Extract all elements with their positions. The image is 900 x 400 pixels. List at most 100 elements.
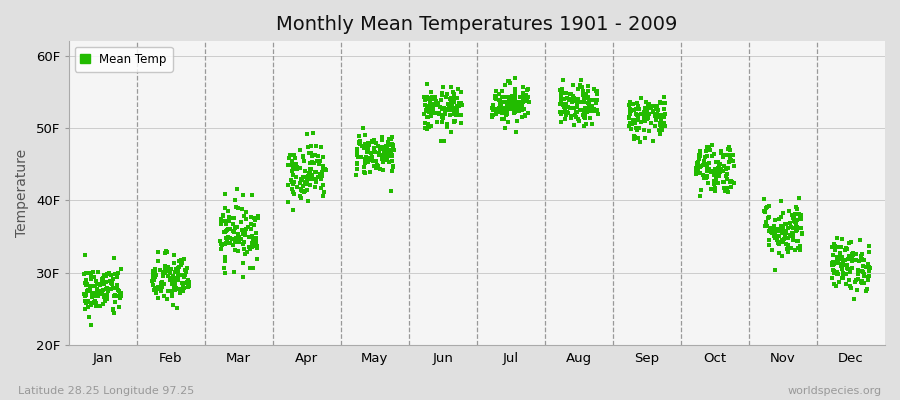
Point: [232, 239, 247, 245]
Point: [231, 248, 246, 254]
Point: [836, 270, 850, 276]
Point: [648, 113, 662, 119]
Point: [161, 288, 176, 294]
Point: [645, 138, 660, 145]
Point: [232, 236, 247, 242]
Point: [652, 127, 666, 134]
Point: [708, 167, 723, 174]
Point: [88, 293, 103, 299]
Point: [509, 99, 524, 105]
Point: [81, 304, 95, 310]
Point: [789, 203, 804, 210]
Point: [319, 166, 333, 173]
Point: [302, 176, 317, 182]
Point: [772, 233, 787, 240]
Point: [350, 146, 365, 152]
Point: [111, 287, 125, 294]
Point: [88, 283, 103, 290]
Point: [573, 99, 588, 105]
Point: [500, 105, 514, 112]
Point: [227, 269, 241, 275]
Point: [237, 239, 251, 246]
Point: [499, 94, 513, 100]
Point: [155, 284, 169, 290]
Point: [181, 277, 195, 283]
Point: [775, 238, 789, 245]
Point: [624, 108, 638, 114]
Point: [234, 219, 248, 226]
Point: [724, 157, 739, 164]
Point: [509, 100, 524, 106]
Point: [861, 277, 876, 284]
Point: [794, 225, 808, 231]
Point: [353, 141, 367, 147]
Point: [444, 128, 458, 135]
Point: [784, 245, 798, 251]
Point: [454, 89, 468, 96]
Point: [693, 153, 707, 159]
Point: [243, 226, 257, 233]
Point: [840, 262, 854, 268]
Point: [775, 228, 789, 235]
Point: [508, 105, 522, 112]
Point: [148, 272, 163, 278]
Point: [693, 163, 707, 170]
Point: [438, 94, 453, 100]
Point: [491, 91, 506, 97]
Point: [496, 108, 510, 115]
Point: [295, 174, 310, 180]
Point: [384, 152, 399, 159]
Legend: Mean Temp: Mean Temp: [75, 47, 173, 72]
Point: [689, 167, 704, 174]
Point: [169, 284, 184, 291]
Point: [440, 90, 454, 97]
Point: [79, 281, 94, 288]
Point: [639, 114, 653, 121]
Point: [568, 112, 582, 118]
Point: [709, 176, 724, 182]
Point: [842, 256, 857, 262]
Point: [824, 244, 839, 250]
Point: [80, 286, 94, 293]
Point: [353, 140, 367, 146]
Point: [500, 106, 514, 113]
Point: [454, 102, 469, 108]
Point: [146, 274, 160, 281]
Point: [577, 96, 591, 102]
Point: [366, 162, 381, 169]
Point: [219, 191, 233, 197]
Point: [309, 177, 323, 184]
Point: [628, 111, 643, 118]
Point: [571, 96, 585, 102]
Point: [778, 234, 792, 240]
Point: [562, 104, 577, 111]
Point: [313, 158, 328, 164]
Point: [238, 250, 253, 257]
Point: [220, 225, 235, 232]
Point: [90, 285, 104, 292]
Point: [701, 144, 716, 150]
Point: [656, 94, 670, 101]
Point: [836, 271, 850, 277]
Point: [370, 162, 384, 168]
Point: [722, 159, 736, 166]
Point: [590, 107, 605, 113]
Point: [580, 94, 595, 100]
Point: [94, 288, 108, 294]
Point: [642, 100, 656, 107]
Point: [372, 142, 386, 149]
Point: [641, 102, 655, 108]
Point: [698, 154, 712, 161]
Point: [794, 212, 808, 218]
Point: [287, 155, 302, 161]
Point: [590, 90, 604, 97]
Point: [355, 143, 369, 150]
Point: [159, 267, 174, 273]
Point: [655, 127, 670, 133]
Point: [166, 284, 181, 291]
Point: [570, 97, 584, 104]
Point: [590, 110, 605, 117]
Point: [220, 234, 235, 240]
Point: [87, 290, 102, 296]
Point: [248, 242, 262, 248]
